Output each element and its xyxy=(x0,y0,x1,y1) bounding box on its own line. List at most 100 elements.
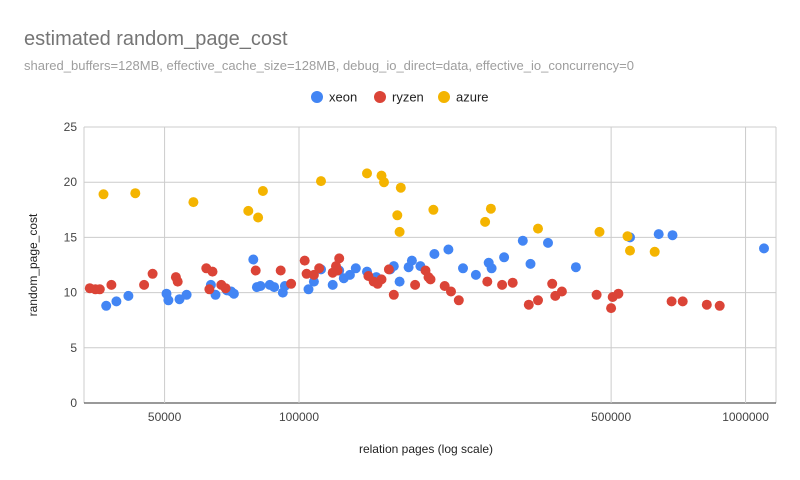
data-point-ryzen xyxy=(139,279,150,290)
data-point-azure xyxy=(428,204,439,215)
data-point-xeon xyxy=(344,269,355,280)
data-point-azure xyxy=(392,210,403,221)
data-point-ryzen xyxy=(250,265,261,276)
data-point-xeon xyxy=(255,281,266,291)
data-point-ryzen xyxy=(220,283,231,294)
data-point-xeon xyxy=(350,263,361,274)
legend-label-azure: azure xyxy=(456,90,489,105)
data-point-azure xyxy=(625,245,635,256)
y-axis-label: random_page_cost xyxy=(26,213,40,316)
legend-marker-ryzen xyxy=(374,91,386,103)
data-point-xeon xyxy=(163,295,174,306)
legend-marker-azure xyxy=(438,91,450,103)
data-point-ryzen xyxy=(701,299,712,310)
grid-lines xyxy=(83,126,777,404)
legend-item-xeon: xeon xyxy=(311,90,357,105)
data-point-ryzen xyxy=(299,255,310,266)
legend: xeon ryzen azure xyxy=(311,90,489,105)
data-point-xeon xyxy=(394,276,405,287)
data-point-ryzen xyxy=(533,295,543,306)
data-point-xeon xyxy=(181,289,192,300)
data-point-ryzen xyxy=(556,286,567,297)
data-point-ryzen xyxy=(334,253,345,264)
data-point-azure xyxy=(379,177,389,188)
data-point-ryzen xyxy=(106,279,117,290)
data-point-xeon xyxy=(429,249,440,259)
data-point-ryzen xyxy=(147,268,158,279)
series-ryzen xyxy=(84,253,725,314)
data-point-azure xyxy=(533,223,543,234)
x-tick-label: 1000000 xyxy=(722,410,769,424)
y-tick-label: 5 xyxy=(70,341,77,355)
data-point-xeon xyxy=(458,263,468,274)
data-point-ryzen xyxy=(94,284,105,295)
data-point-azure xyxy=(622,231,633,242)
data-point-ryzen xyxy=(453,295,464,306)
data-point-xeon xyxy=(303,284,314,295)
data-point-xeon xyxy=(101,300,112,311)
data-point-ryzen xyxy=(286,278,297,289)
data-point-azure xyxy=(188,197,199,208)
series-azure xyxy=(98,168,660,257)
data-point-ryzen xyxy=(388,289,399,300)
legend-label-xeon: xeon xyxy=(329,90,357,105)
x-tick-label: 500000 xyxy=(591,410,631,424)
data-point-xeon xyxy=(486,263,497,274)
chart-subtitle: shared_buffers=128MB, effective_cache_si… xyxy=(24,58,634,73)
data-point-xeon xyxy=(517,235,528,246)
y-tick-label: 20 xyxy=(64,175,78,189)
data-point-ryzen xyxy=(606,303,617,314)
data-point-ryzen xyxy=(446,286,456,297)
x-tick-label: 50000 xyxy=(148,410,182,424)
data-point-azure xyxy=(649,246,660,257)
data-point-ryzen xyxy=(714,300,725,311)
data-point-azure xyxy=(243,205,254,216)
data-point-xeon xyxy=(570,262,581,273)
data-point-azure xyxy=(316,176,326,187)
data-point-ryzen xyxy=(591,289,602,300)
data-point-xeon xyxy=(667,230,678,241)
data-point-ryzen xyxy=(376,274,387,285)
data-point-xeon xyxy=(525,258,536,269)
data-point-ryzen xyxy=(410,279,421,290)
data-point-ryzen xyxy=(613,288,624,299)
y-tick-label: 0 xyxy=(70,396,77,410)
data-point-ryzen xyxy=(172,276,183,287)
y-tick-label: 25 xyxy=(64,120,78,134)
x-axis-ticks: 50000 100000 500000 1000000 xyxy=(148,410,769,424)
data-points xyxy=(84,168,769,314)
data-point-xeon xyxy=(543,237,553,248)
legend-marker-xeon xyxy=(311,91,323,103)
data-point-xeon xyxy=(327,279,338,290)
data-point-azure xyxy=(395,182,406,193)
data-point-ryzen xyxy=(275,265,286,276)
x-tick-label: 100000 xyxy=(279,410,319,424)
data-point-azure xyxy=(130,188,141,199)
legend-label-ryzen: ryzen xyxy=(392,90,424,105)
data-point-xeon xyxy=(443,244,454,255)
y-axis-ticks: 0 5 10 15 20 25 xyxy=(64,120,78,410)
data-point-ryzen xyxy=(677,296,688,307)
data-point-azure xyxy=(485,203,496,214)
legend-item-ryzen: ryzen xyxy=(374,90,424,105)
x-axis-label: relation pages (log scale) xyxy=(359,442,493,456)
data-point-azure xyxy=(98,189,109,200)
data-point-xeon xyxy=(499,252,510,263)
data-point-xeon xyxy=(759,243,769,254)
data-point-ryzen xyxy=(497,279,508,290)
data-point-xeon xyxy=(653,229,664,240)
data-point-azure xyxy=(362,168,372,179)
data-point-ryzen xyxy=(425,274,436,285)
data-point-azure xyxy=(394,226,405,237)
data-point-ryzen xyxy=(482,276,493,287)
data-point-ryzen xyxy=(314,263,325,274)
data-point-ryzen xyxy=(523,299,534,310)
data-point-ryzen xyxy=(507,277,518,288)
data-point-azure xyxy=(253,212,264,223)
data-point-azure xyxy=(594,226,605,237)
data-point-xeon xyxy=(406,255,417,266)
data-point-ryzen xyxy=(666,296,677,307)
data-point-azure xyxy=(257,186,268,196)
data-point-xeon xyxy=(123,290,134,301)
